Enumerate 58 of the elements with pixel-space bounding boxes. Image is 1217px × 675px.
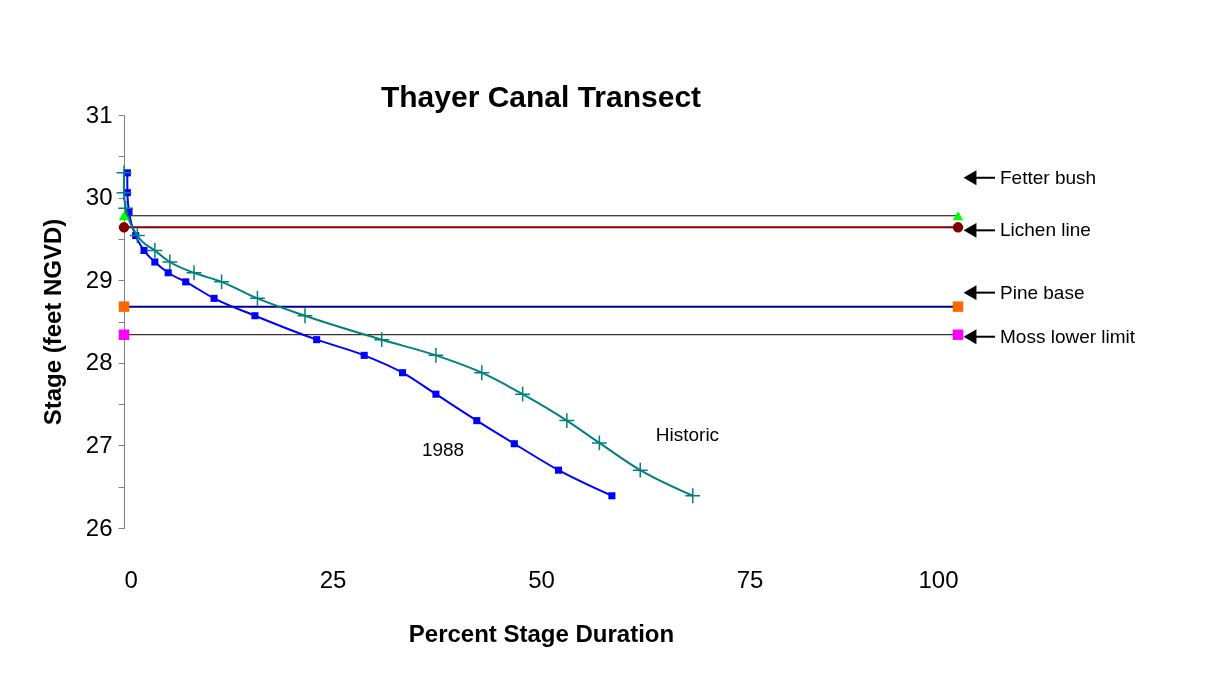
- series-label: Historic: [655, 423, 720, 445]
- point: [432, 390, 440, 398]
- x-tick-label: 0: [124, 565, 138, 593]
- point: [952, 211, 964, 221]
- point: [591, 434, 608, 452]
- point: [249, 290, 266, 307]
- point: [210, 294, 218, 302]
- ref-line-label: Pine base: [1000, 281, 1085, 303]
- point: [399, 369, 407, 377]
- y-tick-label: 28: [85, 348, 113, 376]
- point: [952, 222, 964, 233]
- point: [632, 462, 649, 479]
- point: [182, 278, 190, 286]
- point: [213, 273, 230, 291]
- x-tick-label: 25: [319, 565, 347, 593]
- point: [164, 269, 172, 277]
- y-tick-label: 30: [85, 183, 113, 211]
- point: [296, 307, 314, 324]
- ref-line-label: Moss lower limit: [1000, 325, 1136, 347]
- point: [510, 440, 518, 448]
- point: [146, 242, 164, 259]
- x-tick-label: 100: [918, 565, 959, 593]
- point: [473, 417, 481, 425]
- point: [161, 253, 179, 271]
- point: [118, 301, 130, 312]
- point: [129, 227, 146, 244]
- point: [118, 211, 130, 221]
- point: [151, 258, 159, 266]
- point: [427, 347, 445, 364]
- legend-label: Fetter bush: [1000, 166, 1097, 188]
- y-axis-title: Stage (feet NGVD): [38, 218, 66, 426]
- y-tick-label: 29: [85, 265, 113, 293]
- point: [608, 492, 616, 500]
- point: [558, 412, 576, 429]
- y-tick-label: 26: [85, 513, 113, 541]
- ref-line-label: Lichen line: [1000, 219, 1091, 241]
- point: [554, 466, 563, 474]
- point: [473, 364, 490, 381]
- point: [117, 200, 134, 217]
- series-label: 1988: [421, 438, 465, 460]
- point: [185, 264, 203, 281]
- point: [118, 329, 130, 340]
- point: [952, 329, 964, 340]
- point: [251, 312, 259, 320]
- point: [118, 222, 130, 233]
- point: [140, 246, 148, 254]
- y-tick-label: 31: [85, 100, 113, 128]
- x-tick-label: 50: [528, 565, 555, 593]
- point: [373, 331, 390, 348]
- x-axis-title: Percent Stage Duration: [408, 619, 675, 647]
- point: [313, 336, 321, 344]
- x-tick-label: 75: [736, 565, 764, 593]
- point: [952, 301, 964, 312]
- y-tick-label: 27: [85, 430, 113, 458]
- point: [514, 386, 531, 403]
- chart-title: Thayer Canal Transect: [380, 80, 702, 113]
- point: [360, 351, 368, 359]
- point: [684, 487, 701, 504]
